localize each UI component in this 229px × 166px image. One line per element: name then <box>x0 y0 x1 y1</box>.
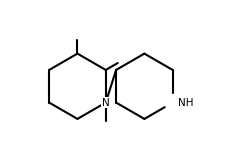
Text: NH: NH <box>177 98 192 108</box>
Text: N: N <box>101 98 109 108</box>
